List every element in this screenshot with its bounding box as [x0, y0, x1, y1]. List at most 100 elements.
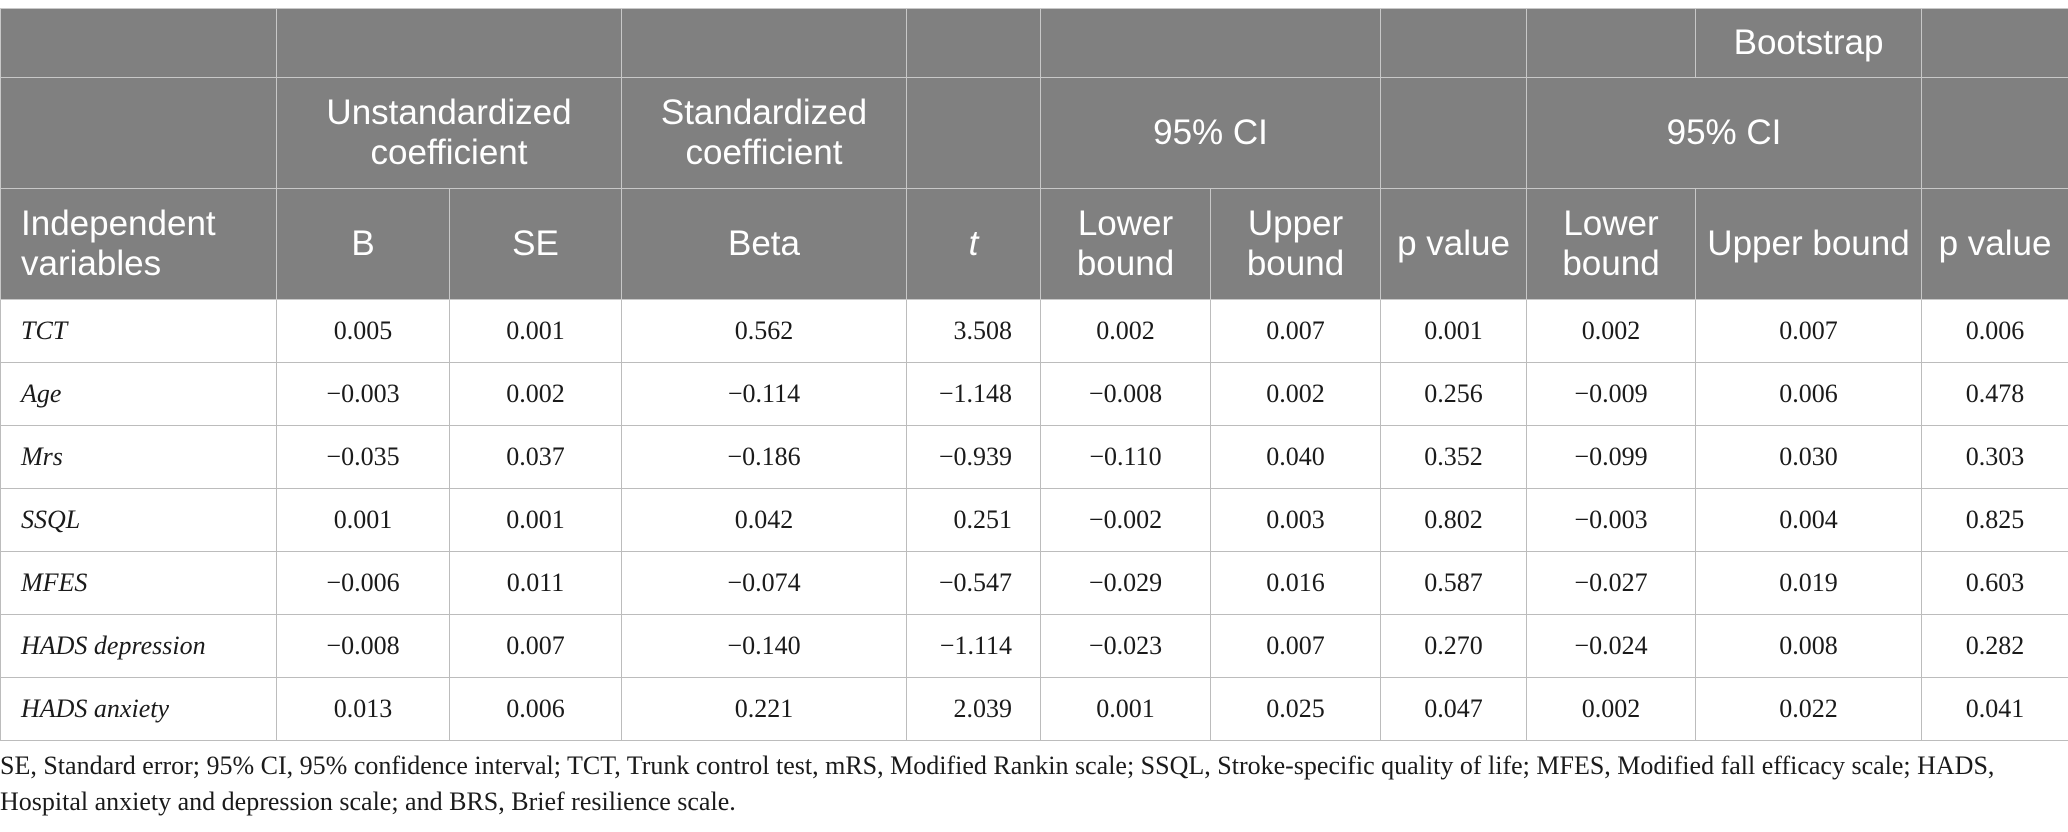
b-value: 0.001	[276, 488, 450, 552]
bootstrap-upper-bound-value: 0.007	[1695, 299, 1922, 363]
table-row: TCT 0.005 0.001 0.562 3.508 0.002 0.007 …	[0, 299, 2068, 363]
bootstrap-p-value-header: p value	[1921, 188, 2068, 300]
header-cell-empty	[1380, 77, 1527, 189]
bootstrap-lower-bound-value: −0.027	[1526, 551, 1696, 615]
regression-table: Bootstrap Unstandardized coefficient Sta…	[0, 8, 2068, 741]
beta-value: −0.186	[621, 425, 907, 489]
bootstrap-p-value: 0.282	[1921, 614, 2068, 678]
independent-variables-header: Independent variables	[0, 188, 277, 300]
t-value: 3.508	[906, 299, 1041, 363]
bootstrap-upper-bound-value: 0.019	[1695, 551, 1922, 615]
header-row-groups: Unstandardized coefficient Standardized …	[0, 77, 2068, 189]
header-cell-empty	[906, 77, 1041, 189]
header-cell-empty	[1380, 8, 1527, 78]
lower-bound-value: −0.008	[1040, 362, 1211, 426]
se-value: 0.001	[449, 488, 622, 552]
beta-header: Beta	[621, 188, 907, 300]
unstandardized-coefficient-header: Unstandardized coefficient	[276, 77, 622, 189]
standardized-coefficient-header: Standardized coefficient	[621, 77, 907, 189]
t-value: 2.039	[906, 677, 1041, 741]
header-cell-empty	[0, 8, 277, 78]
header-row-columns: Independent variables B SE Beta t Lower …	[0, 188, 2068, 300]
lower-bound-value: −0.029	[1040, 551, 1211, 615]
lower-bound-header: Lower bound	[1040, 188, 1211, 300]
variable-name: HADS anxiety	[0, 677, 277, 741]
bootstrap-upper-bound-value: 0.030	[1695, 425, 1922, 489]
lower-bound-value: 0.002	[1040, 299, 1211, 363]
se-header: SE	[449, 188, 622, 300]
variable-name: Age	[0, 362, 277, 426]
b-value: −0.003	[276, 362, 450, 426]
bootstrap-lower-bound-value: −0.009	[1526, 362, 1696, 426]
p-value: 0.047	[1380, 677, 1527, 741]
table-footnote: SE, Standard error; 95% CI, 95% confiden…	[0, 751, 1995, 816]
t-header: t	[906, 188, 1041, 300]
beta-value: 0.221	[621, 677, 907, 741]
header-cell-empty	[276, 8, 622, 78]
beta-value: −0.074	[621, 551, 907, 615]
table-row: MFES −0.006 0.011 −0.074 −0.547 −0.029 0…	[0, 551, 2068, 615]
b-value: 0.005	[276, 299, 450, 363]
table-row: HADS depression −0.008 0.007 −0.140 −1.1…	[0, 614, 2068, 678]
p-value-header: p value	[1380, 188, 1527, 300]
upper-bound-value: 0.016	[1210, 551, 1381, 615]
upper-bound-value: 0.007	[1210, 299, 1381, 363]
lower-bound-value: −0.023	[1040, 614, 1211, 678]
t-value: −1.114	[906, 614, 1041, 678]
b-header: B	[276, 188, 450, 300]
beta-value: 0.042	[621, 488, 907, 552]
variable-name: HADS depression	[0, 614, 277, 678]
b-value: −0.035	[276, 425, 450, 489]
bootstrap-upper-bound-value: 0.004	[1695, 488, 1922, 552]
upper-bound-header: Upper bound	[1210, 188, 1381, 300]
bootstrap-header: Bootstrap	[1695, 8, 1922, 78]
variable-name: SSQL	[0, 488, 277, 552]
upper-bound-value: 0.003	[1210, 488, 1381, 552]
bootstrap-lower-bound-value: 0.002	[1526, 677, 1696, 741]
se-value: 0.011	[449, 551, 622, 615]
se-value: 0.001	[449, 299, 622, 363]
upper-bound-value: 0.002	[1210, 362, 1381, 426]
header-row-bootstrap: Bootstrap	[0, 8, 2068, 78]
bootstrap-p-value: 0.478	[1921, 362, 2068, 426]
table-row: Age −0.003 0.002 −0.114 −1.148 −0.008 0.…	[0, 362, 2068, 426]
header-cell-empty	[1921, 77, 2068, 189]
table-row: HADS anxiety 0.013 0.006 0.221 2.039 0.0…	[0, 677, 2068, 741]
bootstrap-lower-bound-value: −0.003	[1526, 488, 1696, 552]
b-value: −0.008	[276, 614, 450, 678]
variable-name: Mrs	[0, 425, 277, 489]
header-cell-empty	[1040, 8, 1381, 78]
variable-name: TCT	[0, 299, 277, 363]
b-value: −0.006	[276, 551, 450, 615]
t-value: 0.251	[906, 488, 1041, 552]
bootstrap-lower-bound-value: −0.099	[1526, 425, 1696, 489]
bootstrap-upper-bound-value: 0.008	[1695, 614, 1922, 678]
se-value: 0.006	[449, 677, 622, 741]
lower-bound-value: 0.001	[1040, 677, 1211, 741]
header-cell-empty	[1526, 8, 1696, 78]
t-value: −1.148	[906, 362, 1041, 426]
ci-header-left: 95% CI	[1040, 77, 1381, 189]
upper-bound-value: 0.040	[1210, 425, 1381, 489]
beta-value: −0.140	[621, 614, 907, 678]
t-value: −0.547	[906, 551, 1041, 615]
se-value: 0.007	[449, 614, 622, 678]
table-row: Mrs −0.035 0.037 −0.186 −0.939 −0.110 0.…	[0, 425, 2068, 489]
beta-value: 0.562	[621, 299, 907, 363]
ci-header-right: 95% CI	[1526, 77, 1922, 189]
bootstrap-lower-bound-header: Lower bound	[1526, 188, 1696, 300]
bootstrap-p-value: 0.006	[1921, 299, 2068, 363]
upper-bound-value: 0.007	[1210, 614, 1381, 678]
bootstrap-p-value: 0.603	[1921, 551, 2068, 615]
header-cell-empty	[906, 8, 1041, 78]
lower-bound-value: −0.002	[1040, 488, 1211, 552]
lower-bound-value: −0.110	[1040, 425, 1211, 489]
bootstrap-p-value: 0.041	[1921, 677, 2068, 741]
header-cell-empty	[1921, 8, 2068, 78]
bootstrap-p-value: 0.303	[1921, 425, 2068, 489]
t-value: −0.939	[906, 425, 1041, 489]
upper-bound-value: 0.025	[1210, 677, 1381, 741]
p-value: 0.001	[1380, 299, 1527, 363]
bootstrap-p-value: 0.825	[1921, 488, 2068, 552]
p-value: 0.256	[1380, 362, 1527, 426]
